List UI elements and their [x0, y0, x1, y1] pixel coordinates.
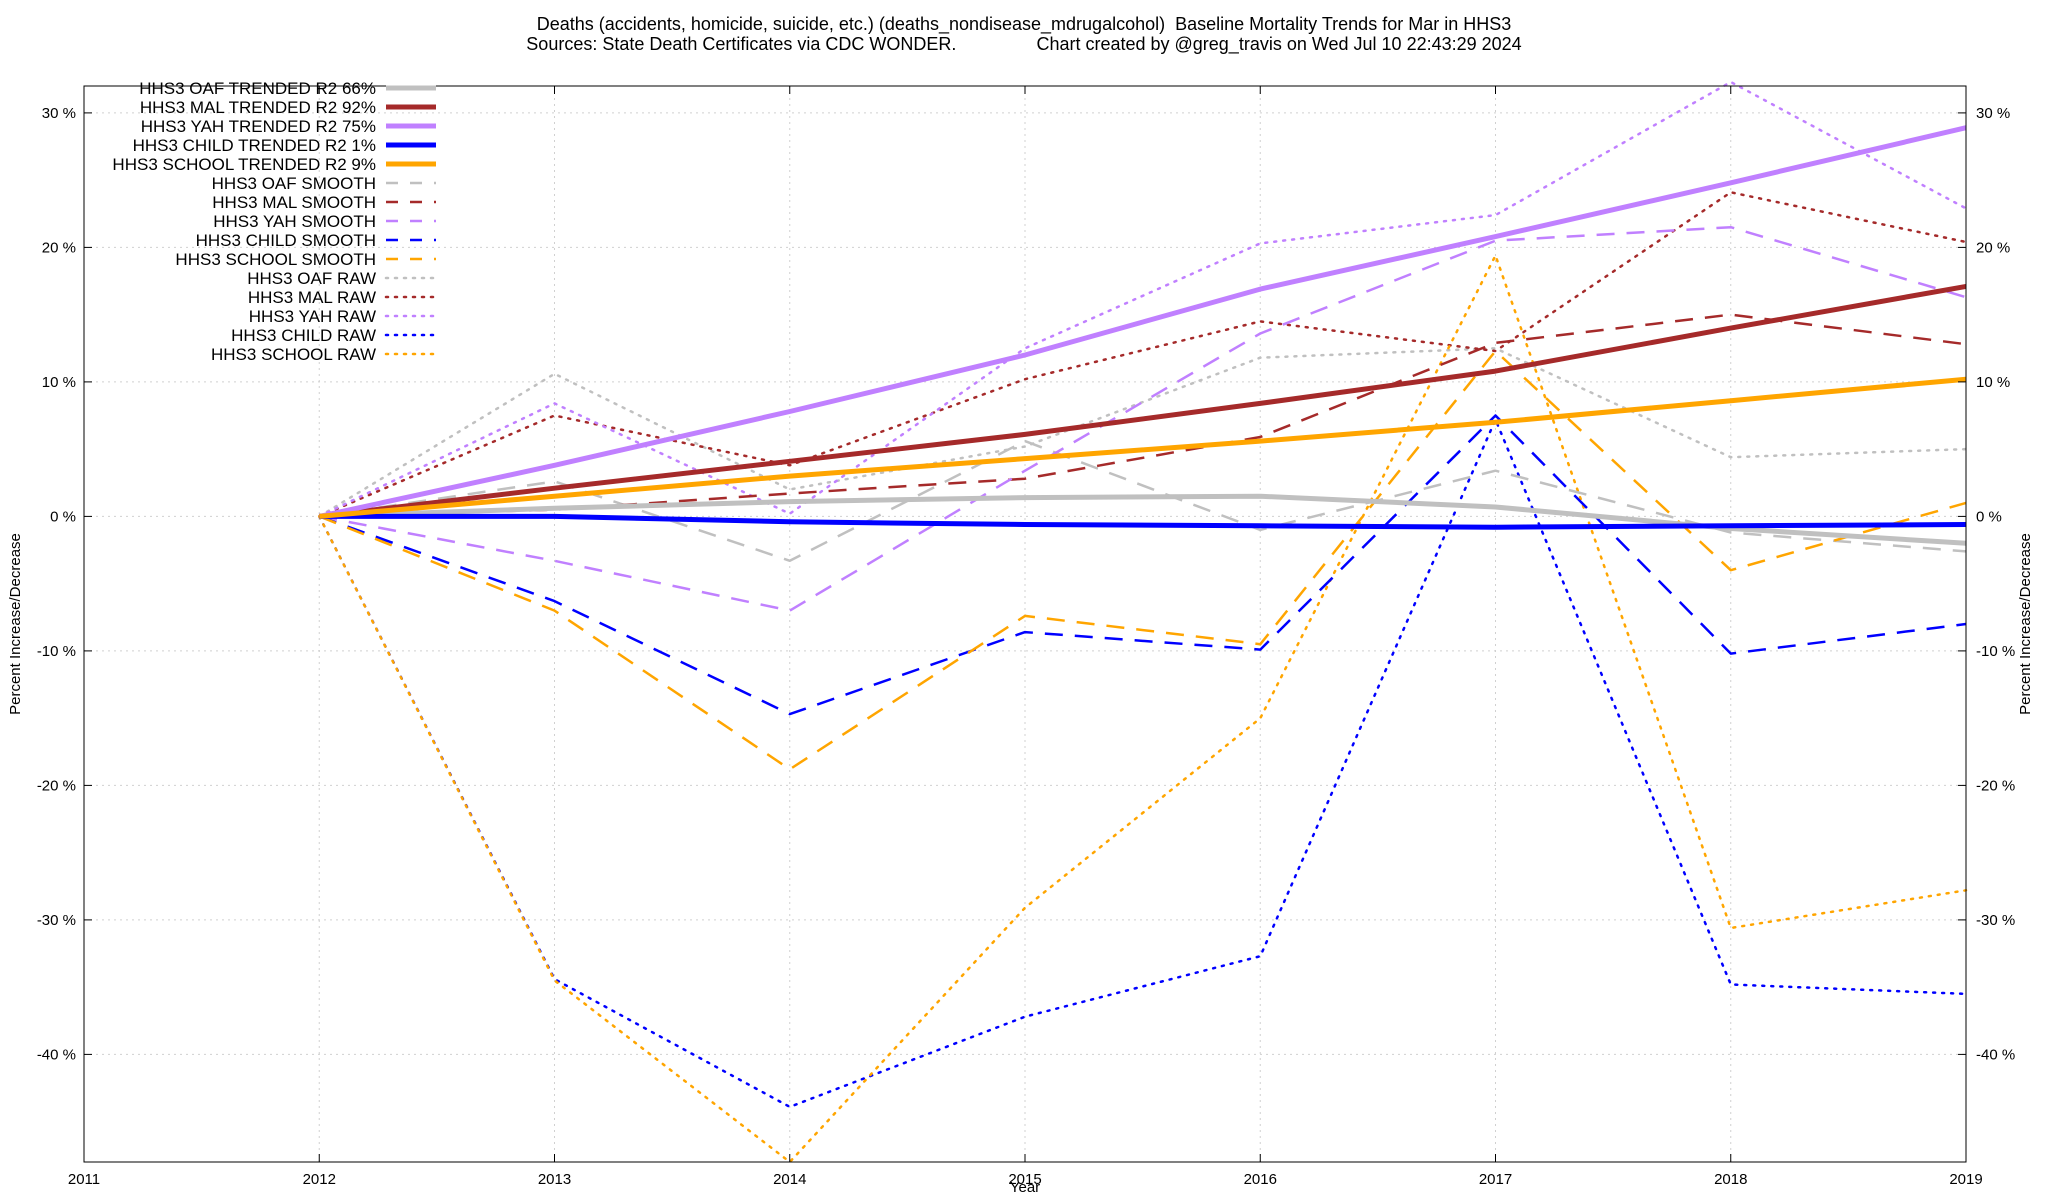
x-tick-label: 2014	[773, 1171, 806, 1188]
y-tick-label-right: 10 %	[1976, 374, 2010, 391]
series-line	[318, 191, 1968, 518]
y-axis-label: Percent Increase/Decrease	[7, 533, 24, 715]
legend-label: HHS3 MAL SMOOTH	[212, 193, 376, 212]
y-tick-label: -20 %	[37, 777, 76, 794]
series-line	[318, 349, 1967, 771]
y-tick-label-right: -20 %	[1976, 777, 2015, 794]
legend-label: HHS3 SCHOOL TRENDED R2 9%	[112, 155, 376, 174]
y-tick-label-right: -40 %	[1976, 1046, 2015, 1063]
y-tick-label: -10 %	[37, 643, 76, 660]
series-line	[318, 347, 1968, 518]
legend-label: HHS3 YAH SMOOTH	[213, 212, 376, 231]
y-tick-label: 30 %	[42, 105, 76, 122]
legend-label: HHS3 OAF RAW	[247, 269, 376, 288]
series-line	[319, 283, 1967, 519]
series-line	[319, 513, 1967, 530]
series-line	[318, 254, 1968, 1164]
x-tick-label: 2012	[303, 1171, 336, 1188]
legend-label: HHS3 YAH RAW	[249, 307, 376, 326]
series-line	[319, 376, 1967, 519]
legend: HHS3 OAF TRENDED R2 66%HHS3 MAL TRENDED …	[112, 79, 438, 364]
chart-title: Deaths (accidents, homicide, suicide, et…	[536, 14, 1512, 34]
y-tick-label: 20 %	[42, 239, 76, 256]
x-tick-label: 2013	[538, 1171, 571, 1188]
series-line	[319, 225, 1967, 612]
y-tick-label: 0 %	[50, 508, 76, 525]
y-tick-label-right: -10 %	[1976, 643, 2015, 660]
y-tick-label-right: 20 %	[1976, 239, 2010, 256]
x-tick-label: 2016	[1244, 1171, 1277, 1188]
y-tick-label: 10 %	[42, 374, 76, 391]
series-line	[318, 418, 1968, 1109]
legend-label: HHS3 SCHOOL SMOOTH	[175, 250, 376, 269]
legend-label: HHS3 YAH TRENDED R2 75%	[141, 117, 376, 136]
x-tick-label: 2015	[1008, 1171, 1041, 1188]
legend-label: HHS3 MAL RAW	[248, 288, 376, 307]
legend-label: HHS3 CHILD RAW	[231, 326, 376, 345]
x-tick-label: 2018	[1714, 1171, 1747, 1188]
x-tick-label: 2011	[68, 1171, 100, 1188]
series-line	[319, 493, 1967, 546]
y-tick-label: -40 %	[37, 1046, 76, 1063]
y-tick-label-right: 30 %	[1976, 105, 2010, 122]
legend-label: HHS3 SCHOOL RAW	[211, 345, 376, 364]
x-tick-label: 2019	[1949, 1171, 1982, 1188]
y-tick-label-right: -30 %	[1976, 912, 2015, 929]
series-line	[318, 125, 1967, 519]
legend-label: HHS3 MAL TRENDED R2 92%	[140, 98, 376, 117]
x-tick-label: 2017	[1479, 1171, 1512, 1188]
axis-ticks: 2011 2012 2013 2014 2015 2016 2017 2018 2019 -40 …	[37, 86, 2015, 1188]
series-layer	[318, 80, 1968, 1164]
legend-label: HHS3 OAF SMOOTH	[212, 174, 376, 193]
legend-label: HHS3 CHILD SMOOTH	[196, 231, 376, 250]
legend-label: HHS3 OAF TRENDED R2 66%	[139, 79, 376, 98]
y-tick-label: -30 %	[37, 912, 76, 929]
y-tick-label-right: 0 %	[1976, 508, 2002, 525]
x-axis-label: Year	[1010, 1179, 1040, 1196]
y-axis-label-right: Percent Increase/Decrease	[2017, 533, 2034, 715]
series-line	[318, 80, 1968, 518]
legend-label: HHS3 CHILD TRENDED R2 1%	[133, 136, 376, 155]
series-line	[318, 414, 1967, 716]
chart-subtitle: Sources: State Death Certificates via CD…	[526, 34, 1522, 54]
